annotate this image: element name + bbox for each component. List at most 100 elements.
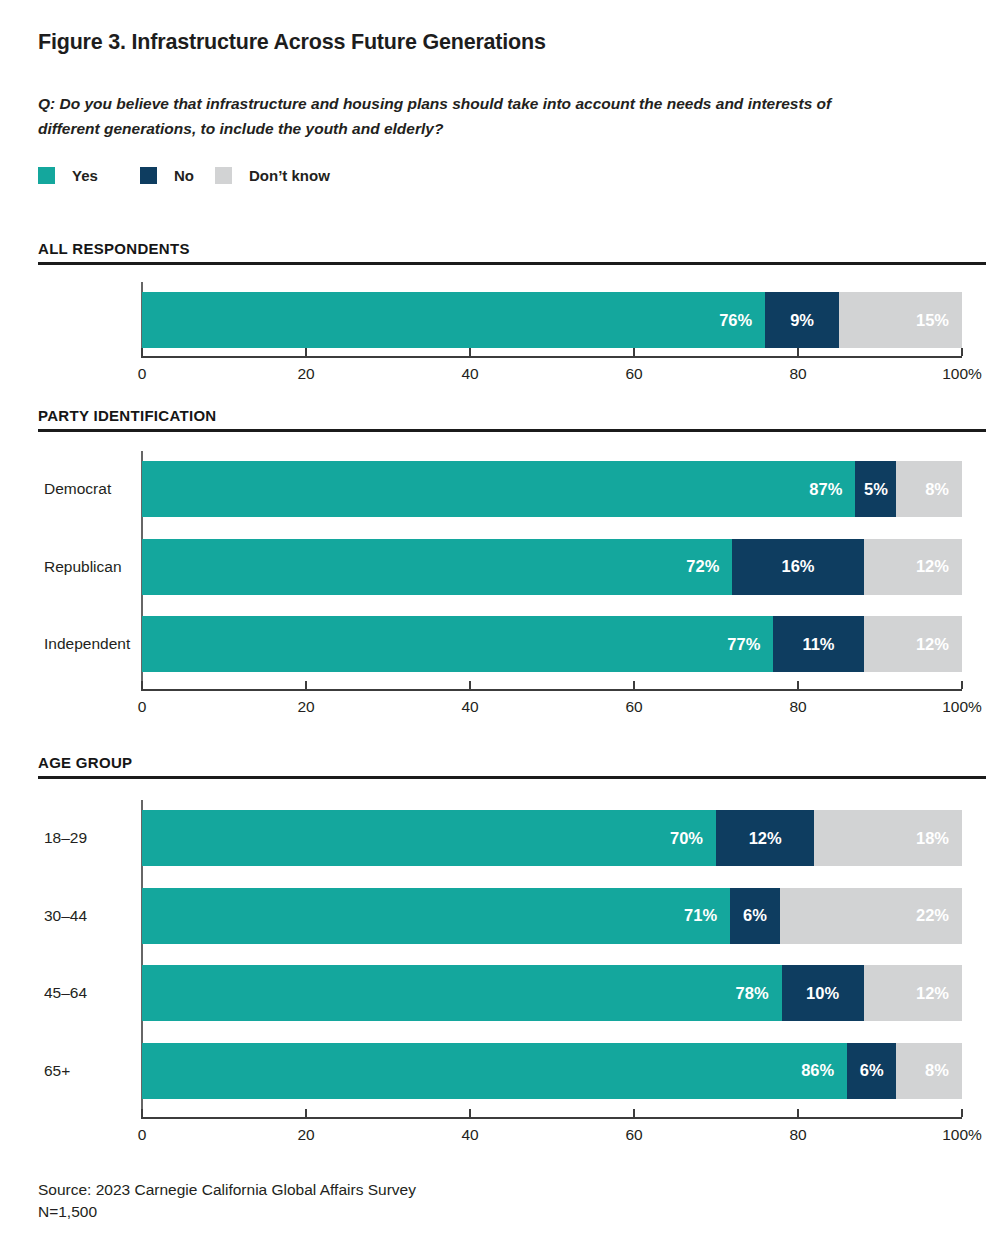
bar-row: 77% 11% 12% [142, 616, 962, 672]
legend-swatch-no [140, 167, 157, 184]
segment-value-label: 70% [670, 829, 703, 848]
section-rule [38, 776, 986, 779]
bar-segment-no: 6% [730, 888, 780, 944]
bar-row: 70% 12% 18% [142, 810, 962, 866]
segment-value-label: 12% [916, 635, 949, 654]
x-axis-tick [305, 681, 307, 689]
row-label: Independent [44, 616, 138, 672]
bar-segment-yes: 78% [142, 965, 782, 1021]
x-axis-tick [797, 348, 799, 356]
bar-segment-yes: 77% [142, 616, 773, 672]
bar-segment-no: 16% [732, 539, 863, 595]
segment-value-label: 12% [916, 557, 949, 576]
x-axis-tick-label: 60 [602, 365, 666, 383]
segment-value-label: 5% [864, 480, 888, 499]
segment-value-label: 18% [916, 829, 949, 848]
legend-label-dont-know: Don’t know [249, 167, 330, 184]
bar-segment-yes: 70% [142, 810, 716, 866]
legend-label-no: No [174, 167, 194, 184]
x-axis-tick-label: 0 [110, 698, 174, 716]
segment-value-label: 16% [781, 557, 814, 576]
bar-segment-yes: 76% [142, 292, 765, 348]
x-axis-tick-label: 60 [602, 1126, 666, 1144]
x-axis-tick [469, 1109, 471, 1117]
x-axis-tick [141, 1109, 143, 1117]
x-axis-tick [469, 348, 471, 356]
x-axis-tick-label: 0 [110, 1126, 174, 1144]
survey-question: Q: Do you believe that infrastructure an… [38, 91, 890, 141]
x-axis-tick-label: 20 [274, 365, 338, 383]
x-axis-tick-label: 40 [438, 1126, 502, 1144]
segment-value-label: 12% [916, 984, 949, 1003]
row-label: 18–29 [44, 810, 138, 866]
x-axis-tick-label: 20 [274, 698, 338, 716]
segment-value-label: 71% [684, 906, 717, 925]
section-rule [38, 429, 986, 432]
bar-segment-dont-know: 22% [780, 888, 962, 944]
segment-value-label: 9% [790, 311, 814, 330]
section-heading: AGE GROUP [38, 754, 132, 771]
x-axis-tick [961, 1109, 963, 1117]
row-label: 30–44 [44, 888, 138, 944]
bar-segment-dont-know: 12% [864, 965, 962, 1021]
bar-segment-no: 12% [716, 810, 814, 866]
x-axis-tick-label: 20 [274, 1126, 338, 1144]
x-axis-tick [141, 681, 143, 689]
segment-value-label: 72% [686, 557, 719, 576]
x-axis-tick-label: 100% [930, 1126, 994, 1144]
segment-value-label: 8% [925, 480, 949, 499]
x-axis-tick-label: 100% [930, 698, 994, 716]
x-axis-tick [141, 348, 143, 356]
x-axis-tick [797, 1109, 799, 1117]
bar-segment-dont-know: 12% [864, 616, 962, 672]
section-rule [38, 262, 986, 265]
figure-page: Figure 3. Infrastructure Across Future G… [0, 0, 1000, 1247]
x-axis-tick [633, 681, 635, 689]
segment-value-label: 87% [809, 480, 842, 499]
source-note: Source: 2023 Carnegie California Global … [38, 1181, 416, 1199]
x-axis-tick [305, 1109, 307, 1117]
segment-value-label: 78% [736, 984, 769, 1003]
figure-title: Figure 3. Infrastructure Across Future G… [38, 30, 546, 55]
legend-swatch-yes [38, 167, 55, 184]
bar-segment-yes: 71% [142, 888, 730, 944]
bar-segment-dont-know: 8% [896, 461, 962, 517]
x-axis-line [141, 1117, 962, 1119]
row-label: Republican [44, 539, 138, 595]
x-axis-tick [305, 348, 307, 356]
section-heading: PARTY IDENTIFICATION [38, 407, 217, 424]
x-axis-tick-label: 60 [602, 698, 666, 716]
x-axis-tick [469, 681, 471, 689]
row-label: 65+ [44, 1043, 138, 1099]
segment-value-label: 6% [743, 906, 767, 925]
x-axis-tick [633, 1109, 635, 1117]
bar-row: 87% 5% 8% [142, 461, 962, 517]
segment-value-label: 86% [801, 1061, 834, 1080]
x-axis-tick-label: 40 [438, 698, 502, 716]
bar-row: 71% 6% 22% [142, 888, 962, 944]
bar-row: 72% 16% 12% [142, 539, 962, 595]
bar-segment-yes: 72% [142, 539, 732, 595]
x-axis-tick [961, 681, 963, 689]
x-axis-tick [961, 348, 963, 356]
sample-size-note: N=1,500 [38, 1203, 97, 1221]
bar-segment-no: 9% [765, 292, 839, 348]
x-axis-tick-label: 0 [110, 365, 174, 383]
x-axis-tick-label: 80 [766, 1126, 830, 1144]
x-axis-tick-label: 80 [766, 698, 830, 716]
segment-value-label: 11% [802, 635, 834, 654]
segment-value-label: 8% [925, 1061, 949, 1080]
bar-segment-yes: 86% [142, 1043, 847, 1099]
bar-segment-no: 6% [847, 1043, 896, 1099]
bar-segment-no: 5% [855, 461, 896, 517]
x-axis-tick [797, 681, 799, 689]
segment-value-label: 6% [860, 1061, 884, 1080]
x-axis-tick-label: 100% [930, 365, 994, 383]
segment-value-label: 22% [916, 906, 949, 925]
bar-segment-dont-know: 8% [896, 1043, 962, 1099]
row-label: Democrat [44, 461, 138, 517]
bar-row: 76%9%15% [142, 292, 962, 348]
row-label: 45–64 [44, 965, 138, 1021]
bar-row: 86% 6% 8% [142, 1043, 962, 1099]
legend-swatch-dont-know [215, 167, 232, 184]
